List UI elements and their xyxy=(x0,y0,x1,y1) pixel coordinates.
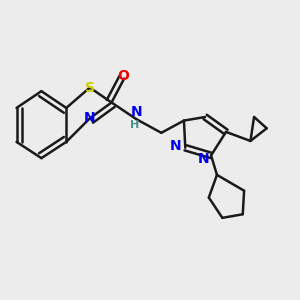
Text: H: H xyxy=(130,120,139,130)
Text: N: N xyxy=(169,139,181,153)
Text: N: N xyxy=(198,152,210,166)
Text: S: S xyxy=(85,81,95,94)
Text: O: O xyxy=(117,69,129,83)
Text: N: N xyxy=(84,111,96,125)
Text: N: N xyxy=(130,105,142,119)
